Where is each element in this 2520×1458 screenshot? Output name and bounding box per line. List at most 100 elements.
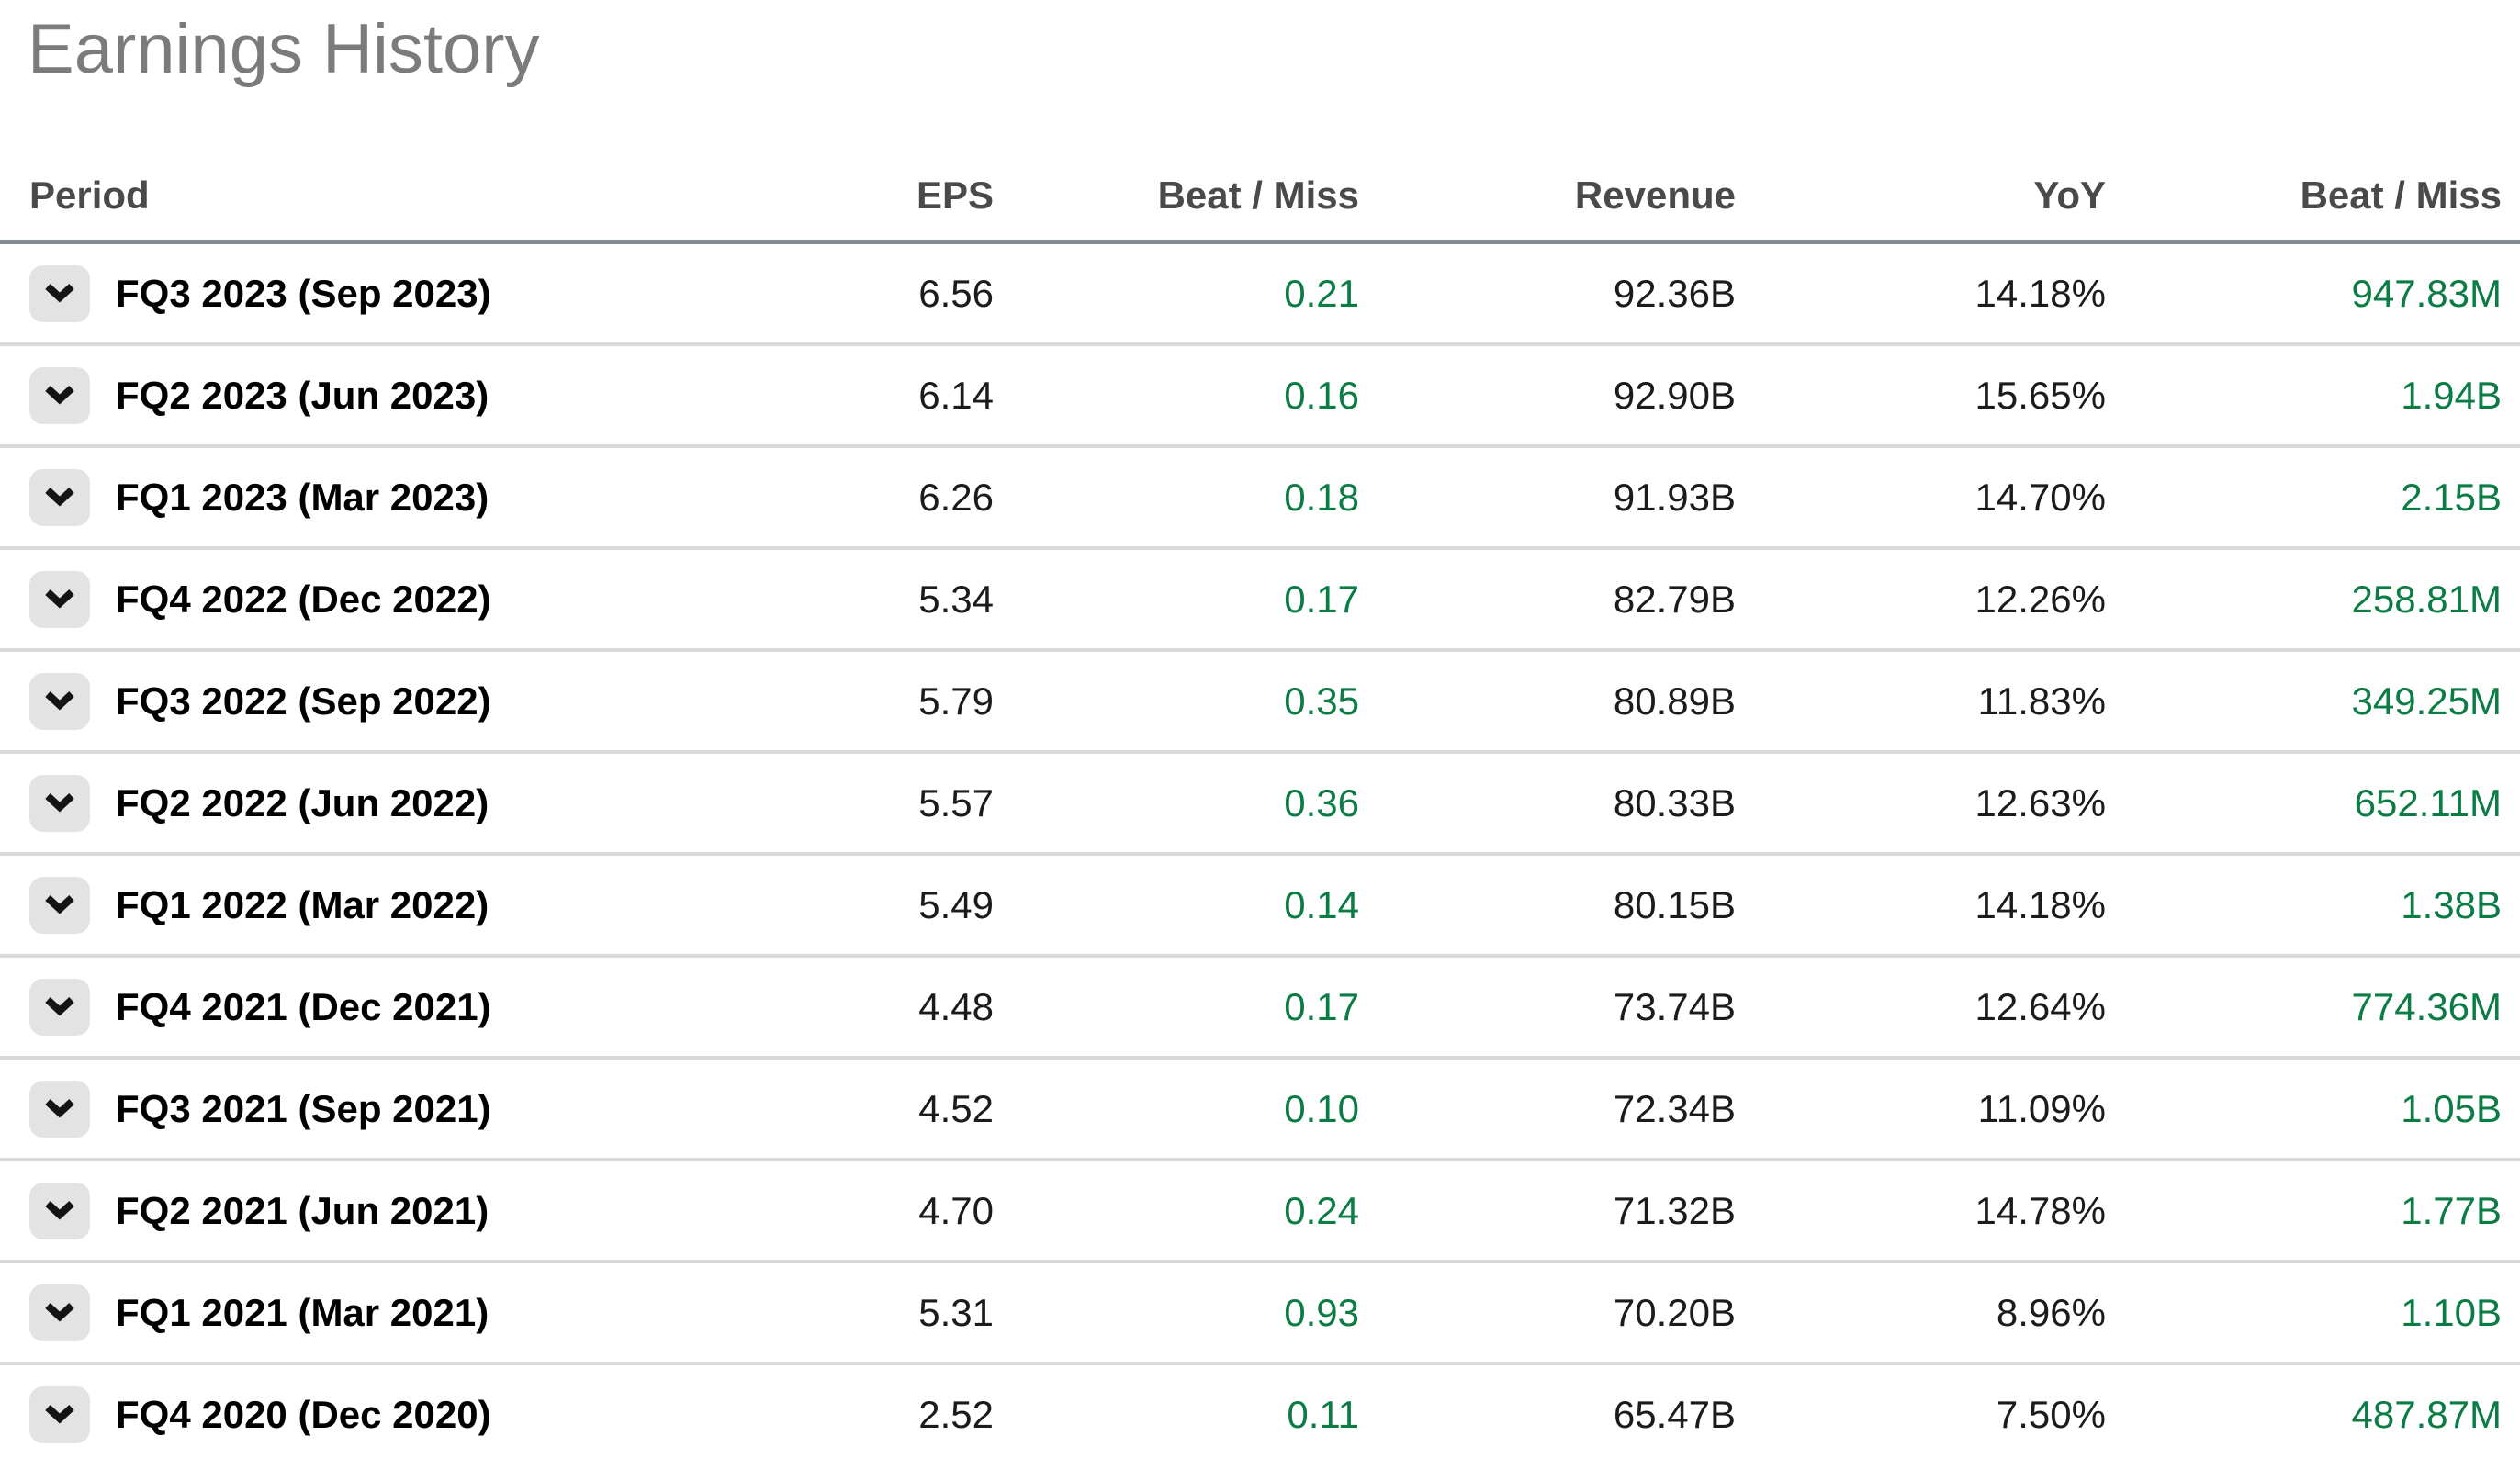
cell-revenue-beat-miss: 1.77B [2401, 1188, 2502, 1232]
cell-revenue: 82.79B [1613, 577, 1736, 621]
row-right-section: 71.32B 14.78% 1.77B [1387, 1189, 2520, 1233]
cell-yoy: 14.18% [1974, 882, 2106, 926]
table-row: FQ4 2022 (Dec 2022) 5.34 0.17 82.79B 12.… [0, 550, 2520, 653]
row-right-section: 92.90B 15.65% 1.94B [1387, 374, 2520, 418]
column-header-period: Period [29, 174, 150, 218]
expand-row-button[interactable] [29, 366, 90, 424]
column-header-eps: EPS [916, 174, 994, 218]
page-title: Earnings History [28, 10, 540, 88]
cell-eps: 5.31 [918, 1290, 994, 1334]
cell-revenue-beat-miss: 652.11M [2354, 780, 2502, 824]
cell-yoy: 14.18% [1974, 271, 2106, 315]
expand-row-button[interactable] [29, 1385, 90, 1443]
cell-eps: 6.26 [918, 475, 994, 519]
row-left-section: FQ3 2023 (Sep 2023) 6.56 0.21 [0, 264, 1387, 322]
row-left-section: FQ2 2021 (Jun 2021) 4.70 0.24 [0, 1182, 1387, 1239]
cell-eps-beat-miss: 0.17 [1284, 984, 1359, 1028]
cell-period: FQ1 2023 (Mar 2023) [116, 475, 489, 519]
cell-eps: 4.52 [918, 1086, 994, 1130]
cell-eps-beat-miss: 0.93 [1284, 1290, 1359, 1334]
chevron-down-icon [45, 488, 74, 507]
cell-eps-beat-miss: 0.18 [1284, 475, 1359, 519]
cell-period: FQ2 2022 (Jun 2022) [116, 780, 489, 824]
chevron-down-icon [45, 997, 74, 1016]
chevron-down-icon [45, 284, 74, 303]
header-left-section: Period EPS Beat / Miss [0, 174, 1387, 218]
row-right-section: 92.36B 14.18% 947.83M [1387, 272, 2520, 316]
expand-row-button[interactable] [29, 876, 90, 934]
cell-revenue: 92.90B [1613, 373, 1736, 417]
row-left-section: FQ4 2022 (Dec 2022) 5.34 0.17 [0, 570, 1387, 628]
chevron-down-icon [45, 386, 74, 405]
cell-eps-beat-miss: 0.36 [1284, 780, 1359, 824]
row-right-section: 70.20B 8.96% 1.10B [1387, 1291, 2520, 1335]
row-left-section: FQ2 2023 (Jun 2023) 6.14 0.16 [0, 366, 1387, 424]
row-left-section: FQ2 2022 (Jun 2022) 5.57 0.36 [0, 774, 1387, 832]
cell-period: FQ2 2023 (Jun 2023) [116, 373, 489, 417]
expand-row-button[interactable] [29, 672, 90, 730]
expand-row-button[interactable] [29, 774, 90, 832]
expand-row-button[interactable] [29, 1284, 90, 1341]
cell-revenue: 80.15B [1613, 882, 1736, 926]
cell-period: FQ4 2020 (Dec 2020) [116, 1392, 491, 1436]
cell-revenue-beat-miss: 1.10B [2401, 1290, 2502, 1334]
row-right-section: 65.47B 7.50% 487.87M [1387, 1393, 2520, 1437]
expand-row-button[interactable] [29, 570, 90, 628]
header-right-section: Revenue YoY Beat / Miss [1387, 174, 2520, 218]
column-header-eps-beat-miss: Beat / Miss [1157, 174, 1359, 218]
column-header-yoy: YoY [2033, 174, 2106, 218]
chevron-down-icon [45, 793, 74, 813]
chevron-down-icon [45, 1099, 74, 1118]
row-right-section: 91.93B 14.70% 2.15B [1387, 476, 2520, 520]
cell-yoy: 12.63% [1974, 780, 2106, 824]
cell-eps-beat-miss: 0.10 [1284, 1086, 1359, 1130]
cell-eps: 5.34 [918, 577, 994, 621]
table-row: FQ1 2021 (Mar 2021) 5.31 0.93 70.20B 8.9… [0, 1263, 2520, 1366]
cell-revenue: 92.36B [1613, 271, 1736, 315]
cell-eps-beat-miss: 0.35 [1284, 679, 1359, 723]
earnings-table: Period EPS Beat / Miss Revenue YoY Beat … [0, 91, 2520, 1458]
expand-row-button[interactable] [29, 1182, 90, 1239]
chevron-down-icon [45, 1201, 74, 1220]
cell-period: FQ2 2021 (Jun 2021) [116, 1188, 489, 1232]
expand-row-button[interactable] [29, 264, 90, 322]
cell-revenue: 91.93B [1613, 475, 1736, 519]
expand-row-button[interactable] [29, 1080, 90, 1138]
cell-period: FQ4 2022 (Dec 2022) [116, 577, 491, 621]
cell-eps: 5.79 [918, 679, 994, 723]
cell-revenue: 70.20B [1613, 1290, 1736, 1334]
row-right-section: 80.89B 11.83% 349.25M [1387, 679, 2520, 723]
cell-eps-beat-miss: 0.21 [1284, 271, 1359, 315]
table-row: FQ3 2023 (Sep 2023) 6.56 0.21 92.36B 14.… [0, 244, 2520, 347]
cell-eps: 4.48 [918, 984, 994, 1028]
cell-revenue-beat-miss: 1.38B [2401, 882, 2502, 926]
cell-period: FQ3 2021 (Sep 2021) [116, 1086, 491, 1130]
row-left-section: FQ3 2021 (Sep 2021) 4.52 0.10 [0, 1080, 1387, 1138]
cell-revenue: 65.47B [1613, 1392, 1736, 1436]
expand-row-button[interactable] [29, 468, 90, 526]
cell-yoy: 12.64% [1974, 984, 2106, 1028]
cell-yoy: 11.09% [1977, 1086, 2106, 1130]
cell-revenue-beat-miss: 774.36M [2351, 984, 2502, 1028]
table-row: FQ1 2022 (Mar 2022) 5.49 0.14 80.15B 14.… [0, 856, 2520, 959]
cell-revenue-beat-miss: 258.81M [2351, 577, 2502, 621]
table-row: FQ1 2023 (Mar 2023) 6.26 0.18 91.93B 14.… [0, 448, 2520, 551]
expand-row-button[interactable] [29, 978, 90, 1036]
row-right-section: 80.15B 14.18% 1.38B [1387, 883, 2520, 927]
cell-yoy: 14.78% [1974, 1188, 2106, 1232]
cell-eps: 2.52 [918, 1392, 994, 1436]
row-right-section: 82.79B 12.26% 258.81M [1387, 578, 2520, 622]
cell-yoy: 14.70% [1974, 475, 2106, 519]
cell-revenue-beat-miss: 1.94B [2401, 373, 2502, 417]
cell-yoy: 7.50% [1996, 1392, 2106, 1436]
row-left-section: FQ1 2022 (Mar 2022) 5.49 0.14 [0, 876, 1387, 934]
table-row: FQ4 2021 (Dec 2021) 4.48 0.17 73.74B 12.… [0, 958, 2520, 1060]
cell-period: FQ3 2022 (Sep 2022) [116, 679, 491, 723]
column-header-revenue-beat-miss: Beat / Miss [2300, 174, 2502, 218]
cell-period: FQ1 2022 (Mar 2022) [116, 882, 489, 926]
row-left-section: FQ4 2021 (Dec 2021) 4.48 0.17 [0, 978, 1387, 1036]
cell-revenue-beat-miss: 947.83M [2351, 271, 2502, 315]
cell-revenue-beat-miss: 349.25M [2351, 679, 2502, 723]
cell-period: FQ3 2023 (Sep 2023) [116, 271, 491, 315]
cell-revenue: 80.33B [1613, 780, 1736, 824]
